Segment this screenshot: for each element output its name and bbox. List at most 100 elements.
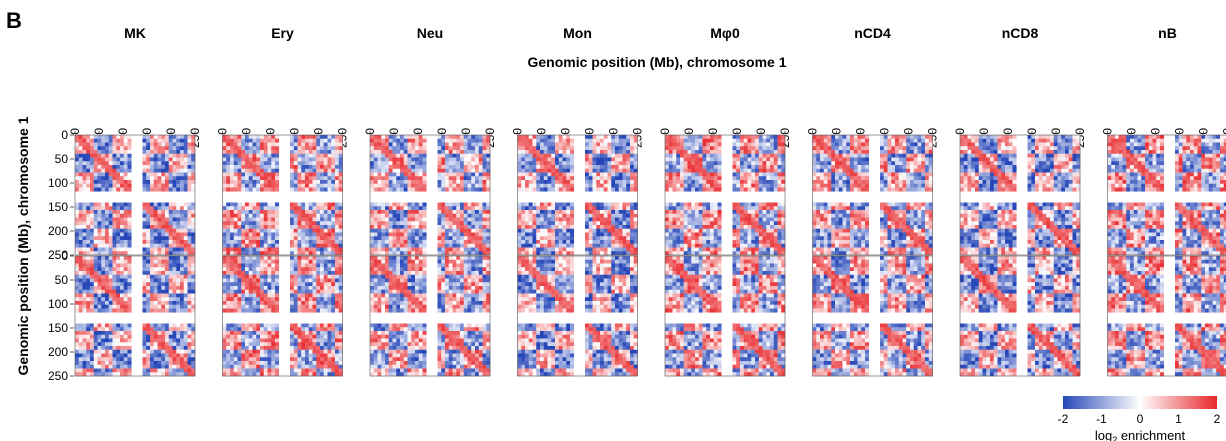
heatmap-cell: [411, 247, 416, 252]
heatmap-cell: [486, 157, 491, 162]
heatmap-cell: [116, 342, 121, 347]
heatmap-cell: [252, 289, 257, 294]
heatmap-cell: [381, 338, 386, 343]
heatmap-cell: [381, 293, 386, 298]
heatmap-cell: [105, 342, 110, 347]
heatmap-cell: [301, 361, 306, 366]
heatmap-cell: [411, 146, 416, 151]
heatmap-cell: [252, 236, 257, 241]
heatmap-cell: [415, 183, 420, 188]
heatmap-cell: [153, 338, 158, 343]
heatmap-cell: [441, 263, 446, 268]
heatmap-cell: [293, 150, 298, 155]
heatmap-cell: [373, 327, 378, 332]
heatmap-cell: [482, 210, 487, 215]
heatmap-cell: [400, 165, 405, 170]
heatmap-cell: [475, 180, 480, 185]
heatmap-cell: [396, 247, 401, 252]
heatmap-cell: [445, 232, 450, 237]
heatmap-cell: [377, 308, 382, 313]
heatmap-cell: [97, 180, 102, 185]
heatmap-cell: [452, 180, 457, 185]
heatmap-cell: [120, 308, 125, 313]
heatmap-cell: [275, 153, 280, 158]
heatmap-cell: [482, 353, 487, 358]
heatmap-cell: [452, 282, 457, 287]
heatmap-cell: [123, 256, 128, 261]
heatmap-cell: [381, 278, 386, 283]
heatmap-cell: [226, 161, 231, 166]
heatmap-cell: [475, 327, 480, 332]
heatmap-cell: [142, 334, 147, 339]
heatmap-cell: [108, 282, 113, 287]
heatmap-cell: [260, 251, 265, 256]
heatmap-cell: [180, 240, 185, 245]
heatmap-cell: [316, 240, 321, 245]
heatmap-cell: [105, 243, 110, 248]
heatmap-cell: [101, 372, 106, 377]
heatmap-cell: [161, 263, 166, 268]
heatmap-cell: [323, 259, 328, 264]
heatmap-cell: [437, 243, 442, 248]
heatmap-cell: [456, 297, 461, 302]
heatmap-cell: [415, 135, 420, 140]
heatmap-cell: [108, 271, 113, 276]
heatmap-cell: [161, 372, 166, 377]
heatmap-cell: [396, 297, 401, 302]
heatmap-cell: [411, 282, 416, 287]
heatmap-cell: [305, 183, 310, 188]
heatmap-cell: [263, 202, 268, 207]
heatmap-cell: [475, 331, 480, 336]
heatmap-cell: [297, 368, 302, 373]
heatmap-cell: [82, 274, 87, 279]
heatmap-cell: [407, 157, 412, 162]
heatmap-cell: [271, 267, 276, 272]
heatmap-cell: [323, 168, 328, 173]
heatmap-cell: [290, 240, 295, 245]
heatmap-cell: [142, 361, 147, 366]
heatmap-cell: [153, 259, 158, 264]
heatmap-cell: [338, 232, 343, 237]
heatmap-cell: [293, 213, 298, 218]
heatmap-cell: [237, 278, 242, 283]
heatmap-cell: [75, 217, 80, 222]
heatmap-cell: [157, 353, 162, 358]
heatmap-cell: [316, 331, 321, 336]
heatmap-cell: [146, 327, 151, 332]
heatmap-cell: [260, 217, 265, 222]
heatmap-cell: [127, 372, 132, 377]
heatmap-cell: [168, 278, 173, 283]
heatmap-cell: [222, 236, 227, 241]
heatmap-cell: [150, 256, 155, 261]
heatmap-cell: [471, 327, 476, 332]
heatmap-cell: [471, 153, 476, 158]
heatmap-cell: [97, 221, 102, 226]
heatmap-cell: [415, 225, 420, 230]
heatmap-cell: [245, 267, 250, 272]
heatmap-cell: [407, 289, 412, 294]
heatmap-cell: [172, 297, 177, 302]
heatmap-cell: [241, 289, 246, 294]
heatmap-cell: [116, 180, 121, 185]
heatmap-cell: [373, 183, 378, 188]
heatmap-cell: [407, 323, 412, 328]
heatmap-cell: [445, 225, 450, 230]
heatmap-cell: [101, 368, 106, 373]
heatmap-cell: [388, 180, 393, 185]
heatmap-cell: [146, 349, 151, 354]
heatmap-cell: [172, 364, 177, 369]
heatmap-cell: [176, 334, 181, 339]
heatmap-cell: [396, 256, 401, 261]
heatmap-cell: [478, 251, 483, 256]
heatmap-cell: [116, 213, 121, 218]
heatmap-cell: [396, 176, 401, 181]
heatmap-cell: [108, 251, 113, 256]
heatmap-cell: [161, 342, 166, 347]
heatmap-cell: [176, 217, 181, 222]
heatmap-cell: [331, 247, 336, 252]
heatmap-cell: [233, 243, 238, 248]
heatmap-cell: [112, 251, 117, 256]
heatmap-cell: [180, 267, 185, 272]
heatmap-cell: [142, 301, 147, 306]
heatmap-cell: [290, 274, 295, 279]
